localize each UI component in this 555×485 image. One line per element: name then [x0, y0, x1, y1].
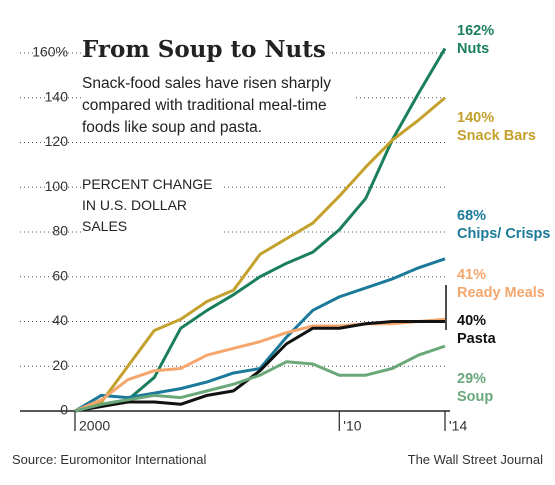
x-tick-label: '14 — [449, 418, 467, 434]
value-label: 40% — [457, 313, 487, 329]
credit: The Wall Street Journal — [407, 452, 543, 467]
y-tick-label: 0 — [60, 402, 68, 418]
legend-label: Pasta — [457, 331, 496, 347]
value-label: 140% — [457, 110, 495, 126]
subtitle: Snack-food sales have risen sharply comp… — [82, 73, 354, 139]
legend-label: Snack Bars — [457, 128, 536, 144]
source: Source: Euromonitor International — [12, 452, 207, 467]
value-label: 162% — [457, 23, 495, 39]
y-tick-label: 40 — [52, 312, 68, 328]
value-label: 29% — [457, 371, 487, 387]
series-line — [74, 47, 447, 413]
y-tick-label: 20 — [52, 357, 68, 373]
y-tick-label: 60 — [52, 267, 68, 283]
y-tick-label: 80 — [52, 223, 68, 239]
legend-label: Soup — [457, 389, 494, 405]
y-tick-label: 100 — [45, 178, 69, 194]
legend-label: Chips/ Crisps — [457, 226, 551, 242]
series-line — [74, 320, 445, 413]
y-tick-label: 140 — [45, 88, 69, 104]
y-tick-label: 160% — [32, 44, 68, 60]
x-tick-label: 2000 — [79, 418, 110, 434]
value-label: 41% — [457, 267, 487, 283]
x-tick-label: '10 — [343, 418, 361, 434]
series-line — [74, 257, 446, 413]
series-line — [74, 96, 446, 413]
legend-label: Nuts — [457, 41, 490, 57]
value-label: 68% — [457, 208, 487, 224]
series-line — [74, 344, 446, 413]
chart-title: From Soup to Nuts — [82, 36, 330, 63]
legend-label: Ready Meals — [457, 285, 545, 301]
y-tick-label: 120 — [45, 133, 69, 149]
y-axis-label: PERCENT CHANGE IN U.S. DOLLAR SALES — [82, 174, 222, 237]
